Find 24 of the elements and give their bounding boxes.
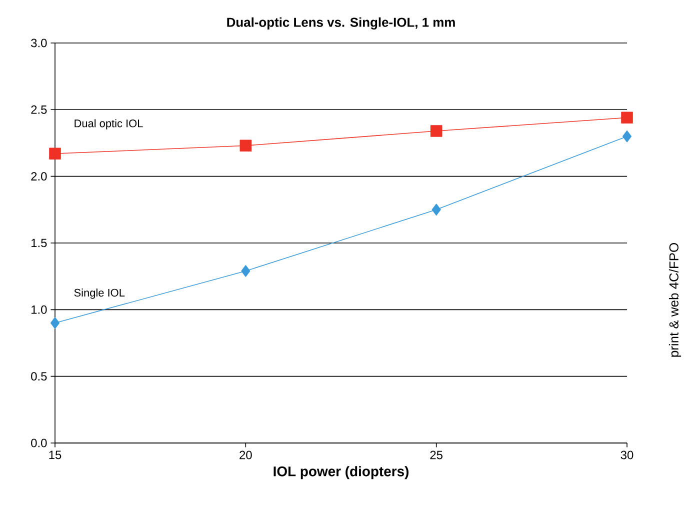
series-label: Single IOL	[74, 288, 125, 299]
y-tick-label: 0.5	[31, 372, 47, 381]
point	[49, 148, 61, 160]
point	[430, 125, 442, 137]
y-tick-label: 0.0	[31, 438, 47, 448]
point	[50, 317, 60, 329]
x-tick-label: 15	[49, 450, 62, 460]
point	[241, 265, 250, 277]
y-tick-label: 1.0	[32, 305, 47, 314]
text: print & web 4C/FPO	[668, 243, 682, 357]
series-label: Dual optic IOL	[74, 119, 143, 130]
x-axis-title: IOL power (diopters)	[274, 466, 408, 480]
x-tick-label: 30	[620, 450, 634, 460]
point	[432, 204, 441, 216]
chart-title: Dual-optic Lens vs. Single-IOL, 1 mm	[227, 17, 455, 30]
point	[240, 140, 252, 152]
y-tick-label: 3.0	[31, 38, 47, 48]
y-tick-label: 2.0	[31, 172, 47, 181]
point	[621, 112, 633, 124]
x-tick-label: 25	[430, 450, 442, 460]
y-tick-label: 2.5	[31, 105, 47, 114]
point	[622, 130, 632, 142]
y-tick-label: 1.5	[32, 238, 47, 248]
x-tick-label: 20	[240, 450, 252, 460]
